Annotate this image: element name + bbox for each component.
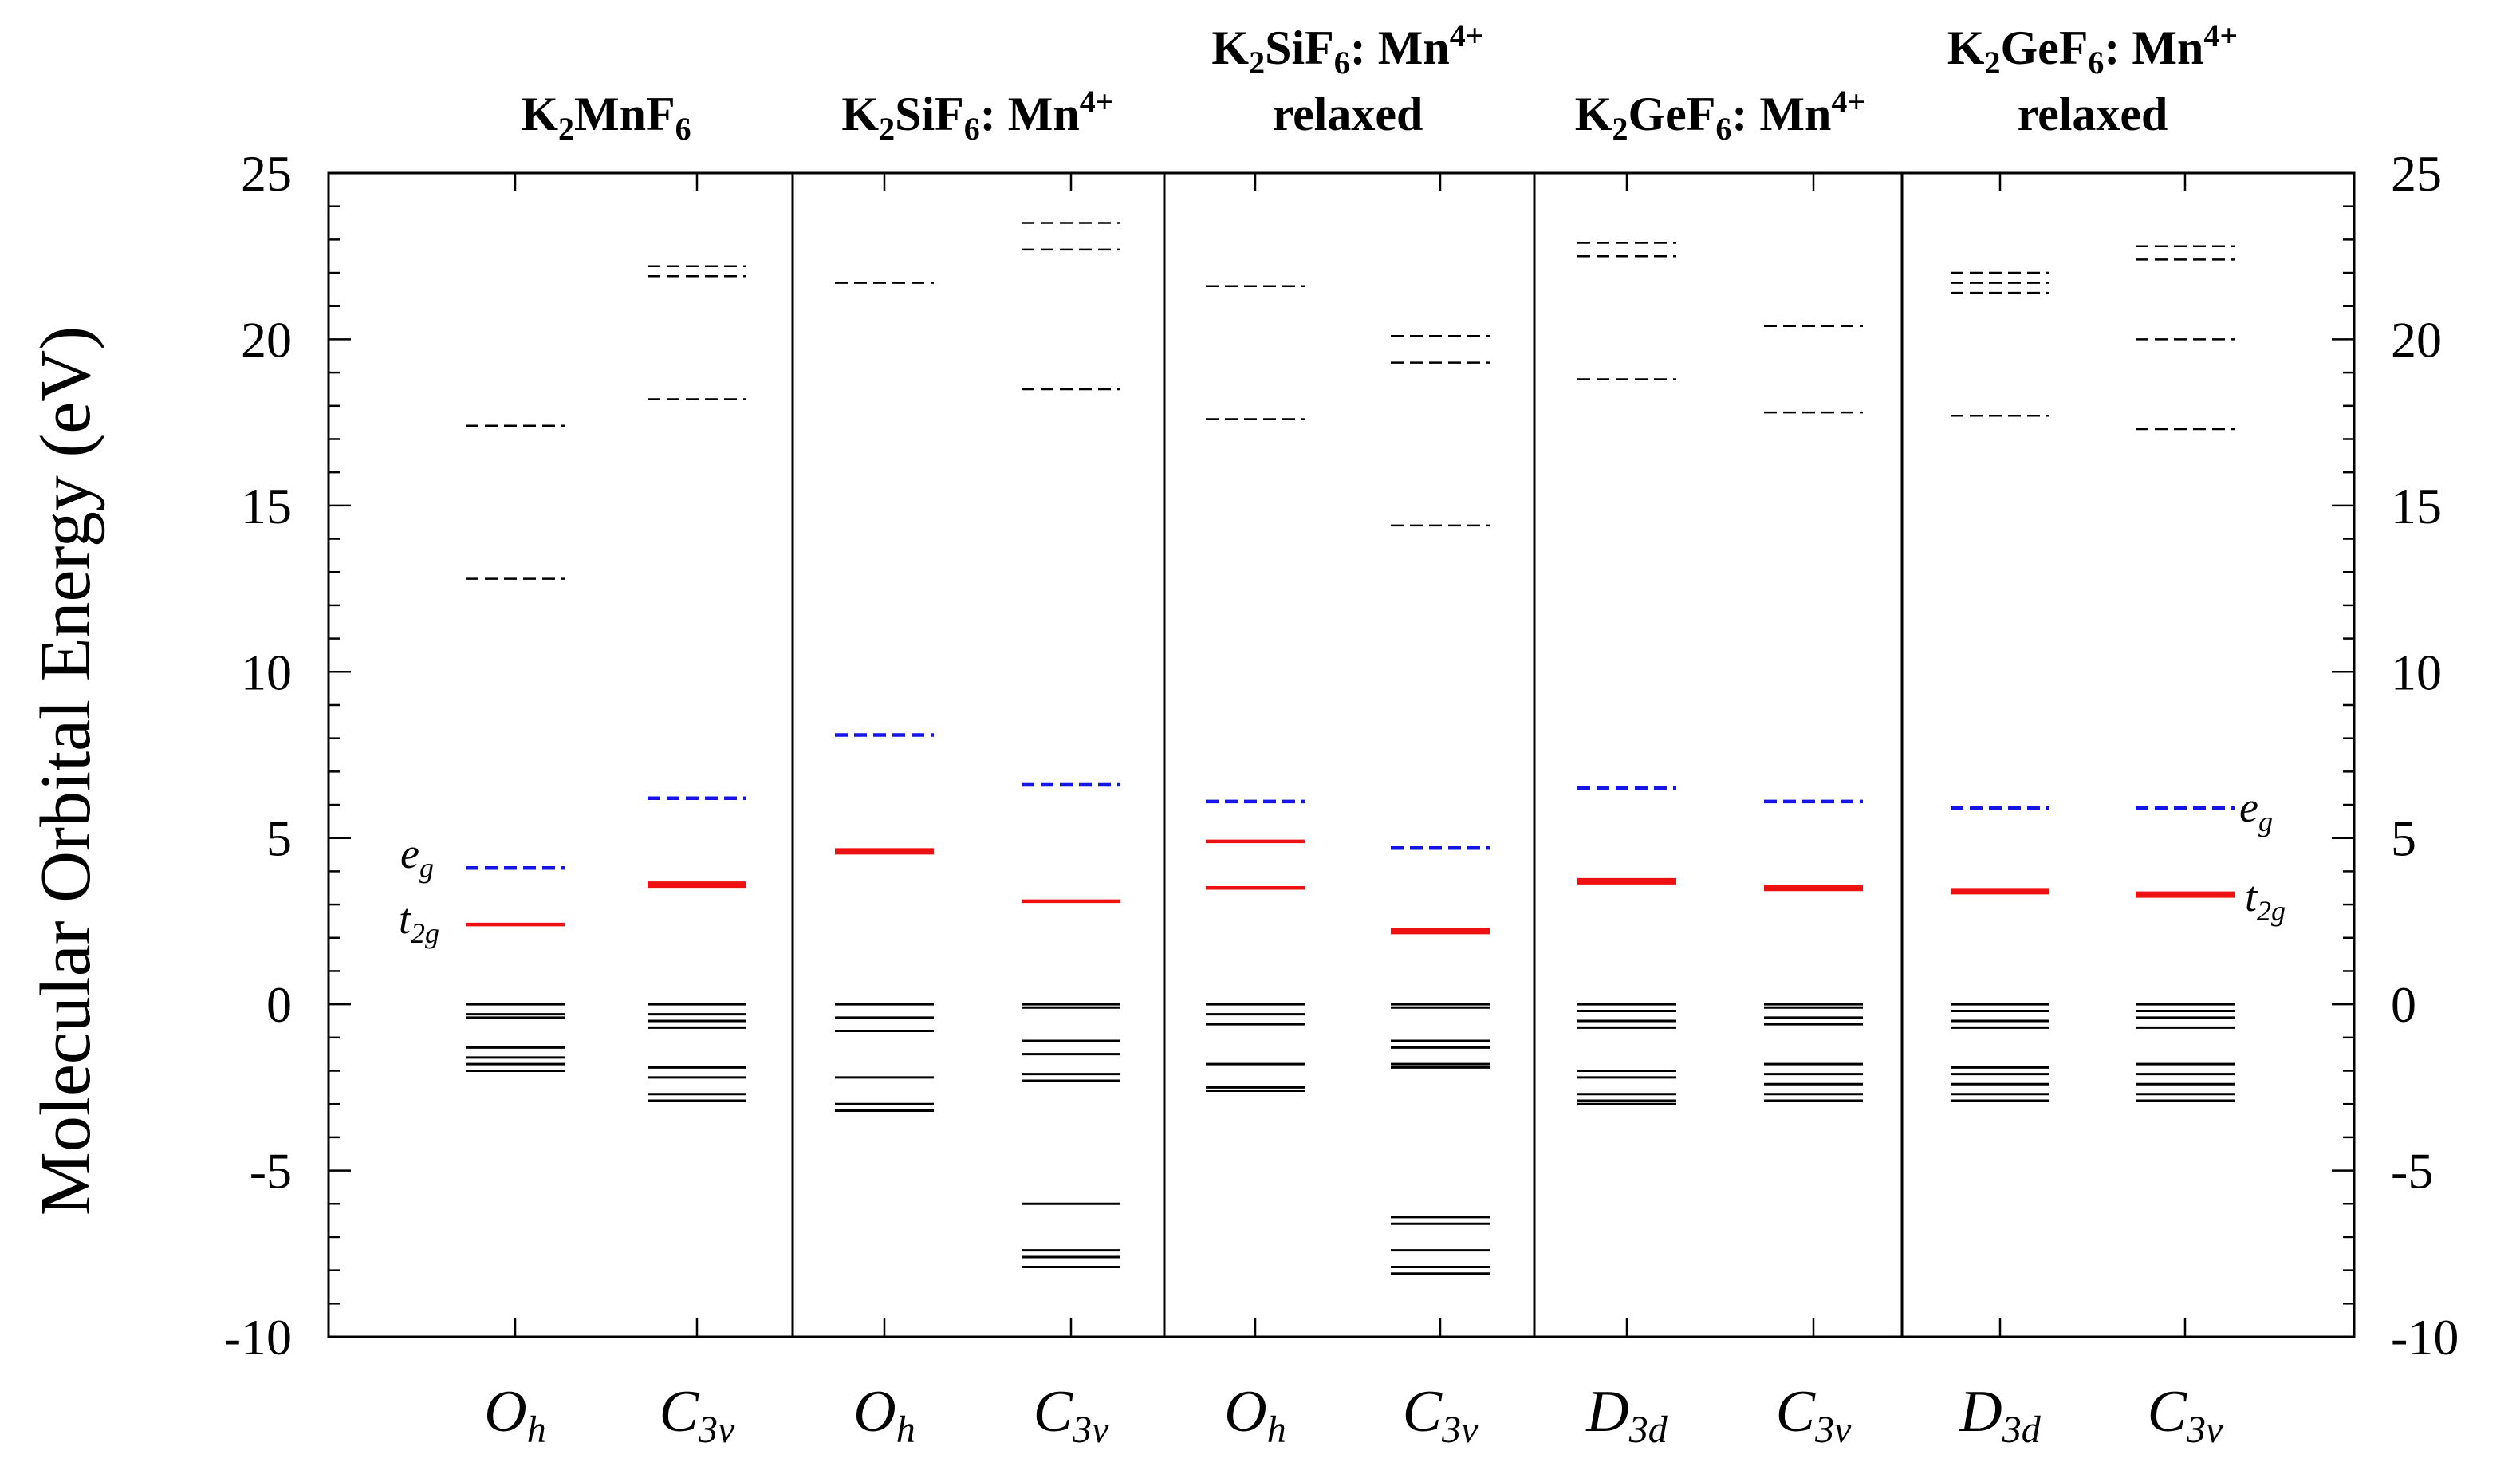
symmetry-label: C3v [2148, 1379, 2223, 1451]
title-sup: 4+ [1450, 18, 1484, 53]
anno-base: t [2245, 873, 2258, 920]
title-sub: 6 [2088, 45, 2104, 81]
grid-layer [327, 171, 2356, 1338]
symmetry-base: D [1585, 1379, 1628, 1444]
title-part: : Mn [1350, 22, 1450, 74]
panel-title: K2MnF6 [521, 88, 691, 147]
left-t2g-annotation: t2g [399, 895, 439, 949]
title-part: SiF [1265, 22, 1334, 74]
right-eg-annotation: eg [2239, 783, 2273, 837]
y-tick-label-left: -5 [250, 1143, 292, 1200]
title-sub: 6 [964, 111, 980, 147]
y-tick-label-right: 0 [2391, 976, 2416, 1033]
anno-sub: 2g [411, 917, 439, 949]
symmetry-label: D3d [1585, 1379, 1668, 1451]
levels-layer [466, 222, 2235, 1275]
symmetry-label: Oh [853, 1379, 915, 1451]
symmetry-sub: h [527, 1409, 546, 1451]
symmetry-base: C [1403, 1379, 1443, 1444]
symmetry-sub: h [1267, 1409, 1286, 1451]
symmetry-base: O [1224, 1379, 1266, 1444]
symmetry-sub: 3v [2186, 1409, 2223, 1451]
symmetry-label: Oh [1224, 1379, 1286, 1451]
title-sub: 2 [879, 111, 895, 147]
y-tick-label-left: 15 [241, 478, 292, 534]
symmetry-sub: 3d [2002, 1409, 2042, 1451]
symmetry-sub: 3v [698, 1409, 735, 1451]
y-tick-label-right: -10 [2391, 1309, 2459, 1366]
title-part: : Mn [1731, 88, 1831, 140]
panel-title-line2: relaxed [2018, 88, 2168, 140]
symmetry-label: D3d [1959, 1379, 2041, 1451]
symmetry-base: C [1776, 1379, 1817, 1444]
y-tick-label-left: -10 [224, 1309, 292, 1366]
title-part: K [1947, 22, 1985, 74]
title-part: : Mn [2104, 22, 2203, 74]
title-part: GeF [2000, 22, 2088, 74]
title-sup: 4+ [1080, 84, 1114, 120]
title-sub: 2 [1984, 45, 2000, 81]
y-tick-label-left: 0 [266, 976, 292, 1033]
y-tick-label-right: 5 [2391, 810, 2416, 867]
title-part: K [521, 88, 558, 140]
title-part: GeF [1628, 88, 1715, 140]
title-sub: 2 [558, 111, 574, 147]
title-part: : Mn [980, 88, 1080, 140]
right-t2g-annotation: t2g [2245, 873, 2286, 927]
panel-title-line2: relaxed [1273, 88, 1423, 140]
y-tick-label-left: 25 [241, 145, 292, 202]
symmetry-base: C [660, 1379, 700, 1444]
title-sub: 6 [1334, 45, 1350, 81]
anno-base: e [2239, 783, 2258, 831]
symmetry-base: O [853, 1379, 896, 1444]
symmetry-label: Oh [484, 1379, 545, 1451]
anno-base: t [399, 895, 412, 943]
symmetry-base: C [2148, 1379, 2188, 1444]
text-layer: -10 -10 -5 -5 0 0 5 5 10 10 15 15 20 20 25 25 Molecular … [26, 18, 2459, 1451]
anno-base: e [400, 830, 419, 877]
title-sup: 4+ [2203, 18, 2238, 53]
title-sub: 2 [1249, 45, 1265, 81]
symmetry-sub: 3d [1628, 1409, 1668, 1451]
panel-title: K2SiF6: Mn4+ [1211, 18, 1483, 81]
y-tick-label-right: 20 [2391, 311, 2442, 368]
anno-sub: g [2258, 806, 2273, 837]
symmetry-sub: h [896, 1409, 915, 1451]
symmetry-base: D [1959, 1379, 2002, 1444]
symmetry-label: C3v [1776, 1379, 1852, 1451]
left-eg-annotation: eg [400, 830, 434, 884]
y-tick-label-left: 5 [266, 810, 292, 867]
panel-title: K2GeF6: Mn4+ [1947, 18, 2238, 81]
symmetry-sub: 3v [1814, 1409, 1852, 1451]
y-tick-label-right: 25 [2391, 145, 2442, 202]
symmetry-base: O [484, 1379, 526, 1444]
title-sub: 6 [675, 111, 691, 147]
plot-frame [327, 171, 2356, 1338]
panel-title: K2SiF6: Mn4+ [841, 84, 1113, 147]
panel-title: K2GeF6: Mn4+ [1575, 84, 1865, 147]
title-part: MnF [574, 88, 675, 140]
y-tick-label-right: 15 [2391, 478, 2442, 534]
title-sub: 2 [1612, 111, 1628, 147]
title-part: K [1211, 22, 1249, 74]
y-tick-label-left: 20 [241, 311, 292, 368]
anno-sub: 2g [2257, 895, 2286, 927]
title-sup: 4+ [1831, 84, 1865, 120]
title-part: K [841, 88, 879, 140]
y-axis-label: Molecular Orbital Energy (eV) [26, 326, 105, 1216]
symmetry-label: C3v [660, 1379, 735, 1451]
symmetry-label: C3v [1034, 1379, 1109, 1451]
y-tick-label-right: 10 [2391, 644, 2442, 700]
symmetry-sub: 3v [1441, 1409, 1479, 1451]
symmetry-label: C3v [1403, 1379, 1479, 1451]
title-sub: 6 [1715, 111, 1731, 147]
anno-sub: g [419, 852, 434, 884]
y-tick-label-right: -5 [2391, 1143, 2433, 1200]
title-part: K [1575, 88, 1612, 140]
title-part: SiF [895, 88, 964, 140]
symmetry-base: C [1034, 1379, 1074, 1444]
y-tick-label-left: 10 [241, 644, 292, 700]
symmetry-sub: 3v [1072, 1409, 1109, 1451]
